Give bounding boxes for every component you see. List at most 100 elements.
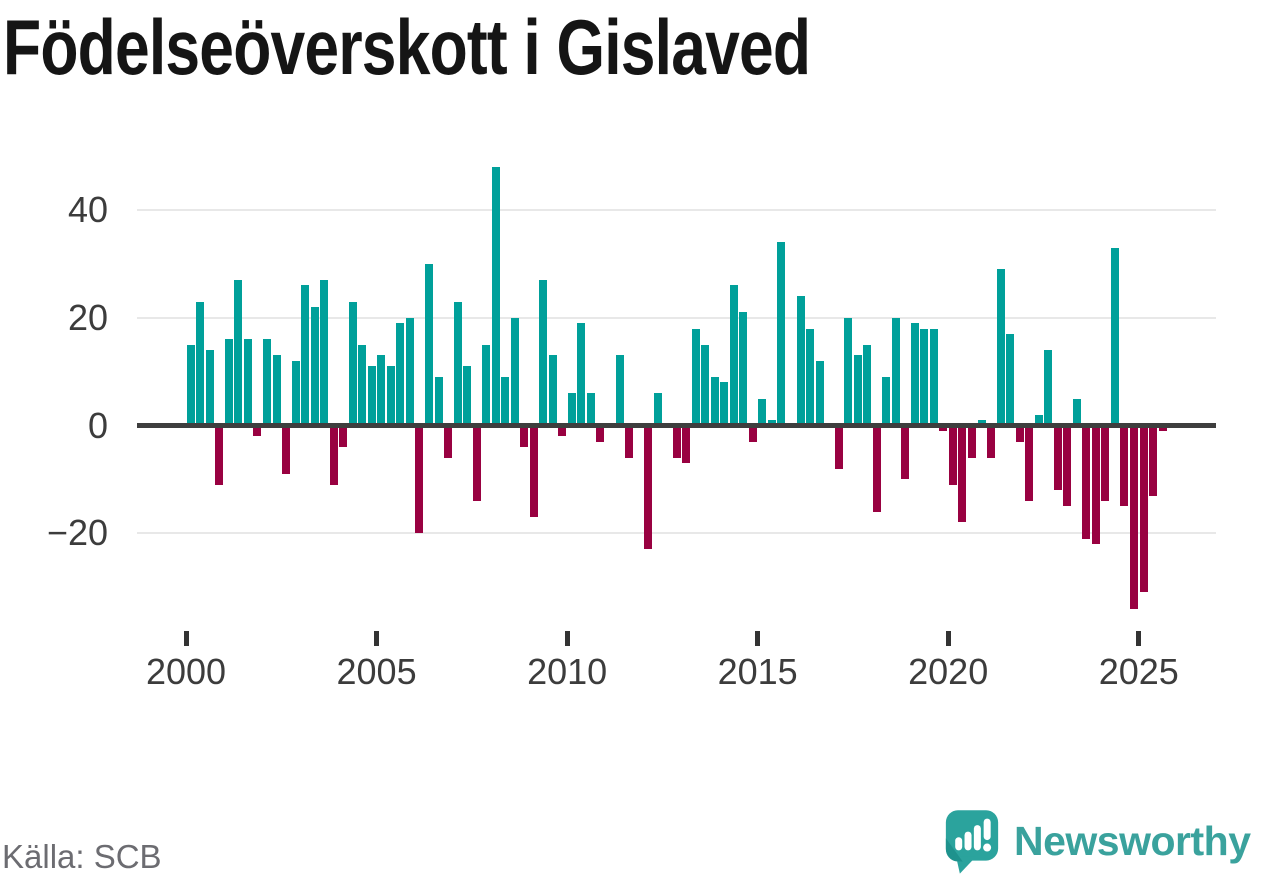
bar-2000Q4 xyxy=(215,425,224,485)
bar-2017Q1 xyxy=(834,425,843,469)
grid-line xyxy=(137,532,1216,535)
bar-2017Q3 xyxy=(853,355,862,426)
bar-2023Q2 xyxy=(1072,398,1081,426)
x-axis-tick xyxy=(1136,631,1142,646)
bar-2008Q1 xyxy=(491,167,500,426)
x-axis-label: 2010 xyxy=(527,651,608,692)
bar-2005Q1 xyxy=(377,355,386,426)
bar-2005Q3 xyxy=(396,323,405,426)
bar-2022Q2 xyxy=(1034,414,1043,426)
bar-2004Q1 xyxy=(339,425,348,448)
bar-2006Q1 xyxy=(415,425,424,534)
bar-2014Q4 xyxy=(748,425,757,442)
bar-2019Q1 xyxy=(910,323,919,426)
bar-2012Q1 xyxy=(644,425,653,550)
bar-2008Q2 xyxy=(501,377,510,426)
bar-2001Q1 xyxy=(224,339,233,426)
bar-2001Q2 xyxy=(234,280,243,426)
bar-2023Q3 xyxy=(1082,425,1091,539)
bar-2003Q3 xyxy=(320,280,329,426)
bar-2010Q2 xyxy=(577,323,586,426)
bar-2025Q2 xyxy=(1149,425,1158,496)
bar-2013Q2 xyxy=(691,328,700,426)
bar-2016Q1 xyxy=(796,296,805,426)
bar-2002Q4 xyxy=(291,360,300,426)
bar-2002Q1 xyxy=(263,339,272,426)
bar-2014Q3 xyxy=(739,312,748,426)
bar-2019Q4 xyxy=(939,425,948,431)
bar-2019Q3 xyxy=(929,328,938,426)
bar-2009Q2 xyxy=(539,280,548,426)
bar-2004Q3 xyxy=(358,344,367,426)
bar-2024Q4 xyxy=(1129,425,1138,609)
bar-2018Q3 xyxy=(891,317,900,426)
bar-2021Q4 xyxy=(1015,425,1024,442)
zero-axis-line xyxy=(137,422,1216,428)
x-axis-label: 2000 xyxy=(145,651,227,692)
newsworthy-bubble-icon xyxy=(945,810,999,874)
bar-2006Q4 xyxy=(444,425,453,458)
y-axis-label: −20 xyxy=(46,512,108,554)
bar-2003Q2 xyxy=(310,307,319,426)
bar-2015Q3 xyxy=(777,242,786,426)
bar-2017Q4 xyxy=(863,344,872,426)
bar-2020Q3 xyxy=(968,425,976,458)
bar-2005Q4 xyxy=(405,317,414,426)
bar-2002Q3 xyxy=(282,425,291,474)
grid-line xyxy=(137,209,1216,212)
bar-2013Q3 xyxy=(701,344,710,426)
bar-2004Q2 xyxy=(348,301,357,426)
bar-2013Q4 xyxy=(710,377,719,426)
newsworthy-wordmark: Newsworthy xyxy=(1014,817,1251,864)
y-axis-label: 40 xyxy=(67,189,108,231)
bar-2000Q1 xyxy=(186,344,195,426)
newsworthy-logo: Newsworthy xyxy=(944,808,1251,874)
bar-2020Q2 xyxy=(958,425,967,523)
bar-2003Q1 xyxy=(301,285,310,426)
bar-2013Q1 xyxy=(682,425,691,464)
source-note: Källa: SCB xyxy=(2,838,162,875)
x-axis-tick xyxy=(945,631,951,646)
bar-2002Q2 xyxy=(272,355,281,426)
bar-2007Q4 xyxy=(482,344,491,426)
bar-2018Q2 xyxy=(882,377,891,426)
bar-2025Q1 xyxy=(1139,425,1148,593)
x-axis-label: 2020 xyxy=(908,651,989,692)
bar-2006Q2 xyxy=(424,263,433,426)
bar-2021Q3 xyxy=(1006,333,1015,426)
bar-2007Q3 xyxy=(472,425,481,501)
y-axis-label: 20 xyxy=(67,296,108,338)
bar-2022Q1 xyxy=(1025,425,1034,501)
bar-2008Q3 xyxy=(510,317,519,426)
chart-title: Födelseöverskott i Gislaved xyxy=(3,3,811,91)
bar-2022Q4 xyxy=(1053,425,1062,491)
bar-2012Q2 xyxy=(653,393,662,426)
x-axis-tick xyxy=(374,631,380,646)
bar-2011Q2 xyxy=(615,355,624,426)
x-axis-tick xyxy=(755,631,761,646)
bar-2001Q3 xyxy=(243,339,252,426)
bar-2022Q3 xyxy=(1044,350,1053,426)
bar-2012Q4 xyxy=(672,425,681,458)
bar-2003Q4 xyxy=(329,425,338,485)
bar-2010Q1 xyxy=(567,393,576,426)
bar-2020Q1 xyxy=(948,425,957,485)
bar-2023Q4 xyxy=(1091,425,1100,544)
bar-2007Q2 xyxy=(463,366,472,426)
bar-2004Q4 xyxy=(367,366,376,426)
bar-2010Q3 xyxy=(586,393,595,426)
bar-2024Q2 xyxy=(1110,247,1119,426)
bar-2021Q1 xyxy=(987,425,996,458)
bar-2023Q1 xyxy=(1063,425,1072,507)
bar-2025Q3 xyxy=(1158,425,1167,431)
bar-2015Q1 xyxy=(758,398,767,426)
bar-2005Q2 xyxy=(386,366,395,426)
bar-2016Q3 xyxy=(815,360,824,426)
x-axis-label: 2005 xyxy=(336,651,417,692)
bar-2018Q4 xyxy=(901,425,910,480)
bar-2009Q1 xyxy=(529,425,538,518)
bar-2009Q3 xyxy=(548,355,557,426)
bar-2000Q3 xyxy=(205,350,214,426)
